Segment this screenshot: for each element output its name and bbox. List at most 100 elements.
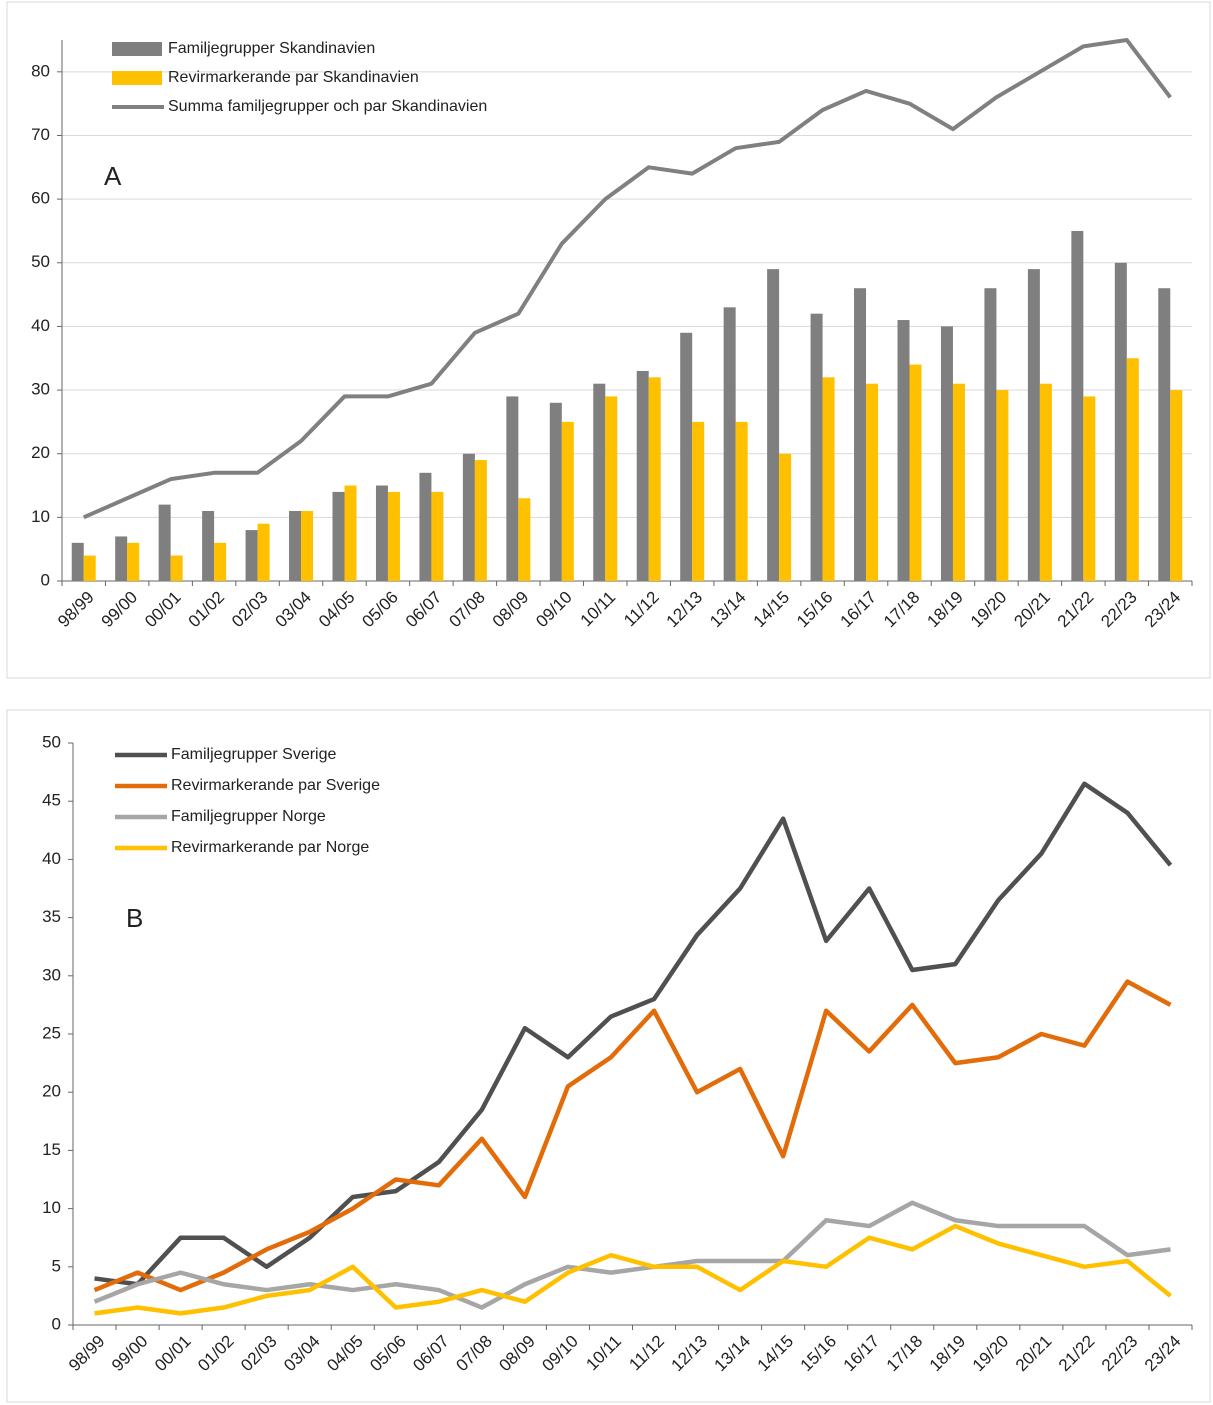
x-tick-label: 14/15 xyxy=(754,1332,798,1376)
bar xyxy=(1114,262,1127,581)
bar xyxy=(680,332,693,581)
x-tick-label: 01/02 xyxy=(185,588,229,632)
y-tick-label: 10 xyxy=(31,507,50,526)
bar xyxy=(779,453,792,581)
y-tick-label: 35 xyxy=(42,907,61,926)
annotation: B xyxy=(126,903,143,933)
bar xyxy=(506,396,519,581)
x-tick-label: 09/10 xyxy=(538,1332,582,1376)
x-tick-label: 98/99 xyxy=(65,1332,109,1376)
x-tick-label: 23/24 xyxy=(1141,1332,1185,1376)
x-tick-label: 23/24 xyxy=(1141,588,1185,632)
y-tick-label: 30 xyxy=(31,380,50,399)
x-tick-label: 09/10 xyxy=(532,588,576,632)
legend-label: Revirmarkerande par Skandinavien xyxy=(168,69,419,86)
y-tick-label: 0 xyxy=(52,1314,61,1333)
legend-label: Summa familjegrupper och par Skandinavie… xyxy=(168,98,487,115)
bar xyxy=(866,383,879,581)
y-tick-label: 50 xyxy=(31,252,50,271)
x-tick-label: 15/16 xyxy=(797,1332,841,1376)
bar xyxy=(1071,230,1084,582)
line xyxy=(93,979,1172,1293)
legend-label: Familjegrupper Skandinavien xyxy=(168,40,375,57)
x-tick-label: 20/21 xyxy=(1010,588,1054,632)
bar xyxy=(996,390,1009,581)
x-tick-label: 12/13 xyxy=(663,588,707,632)
bar xyxy=(549,402,562,581)
bar xyxy=(1170,390,1183,581)
bar xyxy=(518,498,531,581)
bar xyxy=(257,523,270,581)
x-tick-label: 19/20 xyxy=(969,1332,1013,1376)
x-tick-label: 03/04 xyxy=(280,1332,324,1376)
y-tick-label: 50 xyxy=(42,732,61,751)
bar xyxy=(1083,396,1096,581)
legend-label: Familjegrupper Norge xyxy=(171,808,326,825)
annotation: A xyxy=(104,161,122,191)
legend-swatch xyxy=(112,71,162,85)
legend-label: Familjegrupper Sverige xyxy=(171,746,337,763)
bar xyxy=(387,491,400,581)
bar xyxy=(375,485,388,581)
x-tick-label: 22/23 xyxy=(1098,1332,1142,1376)
y-tick-label: 0 xyxy=(41,570,50,589)
x-tick-label: 13/14 xyxy=(706,588,750,632)
x-tick-label: 06/07 xyxy=(409,1332,453,1376)
bar xyxy=(636,370,649,581)
bar xyxy=(344,485,357,581)
x-tick-label: 19/20 xyxy=(967,588,1011,632)
bar xyxy=(1027,269,1040,581)
bar xyxy=(245,530,258,581)
x-tick-label: 17/18 xyxy=(883,1332,927,1376)
y-tick-label: 20 xyxy=(31,443,50,462)
x-tick-label: 02/03 xyxy=(228,588,272,632)
x-tick-label: 01/02 xyxy=(194,1332,238,1376)
bar xyxy=(462,453,475,581)
line xyxy=(94,781,1173,1287)
bar xyxy=(289,510,302,581)
x-tick-label: 03/04 xyxy=(272,588,316,632)
y-tick-label: 10 xyxy=(42,1198,61,1217)
bar xyxy=(984,288,997,581)
line xyxy=(94,1223,1172,1316)
bar xyxy=(127,542,140,581)
y-tick-label: 25 xyxy=(42,1023,61,1042)
x-tick-label: 99/00 xyxy=(108,1332,152,1376)
bar xyxy=(1039,383,1052,581)
bar xyxy=(822,377,835,581)
x-tick-label: 16/17 xyxy=(837,588,881,632)
x-tick-label: 06/07 xyxy=(402,588,446,632)
bar xyxy=(810,313,823,581)
legend-swatch xyxy=(112,42,162,56)
y-tick-label: 80 xyxy=(31,61,50,80)
bar xyxy=(648,377,661,581)
x-tick-label: 00/01 xyxy=(151,1332,195,1376)
bar xyxy=(115,536,128,581)
bar xyxy=(952,383,965,581)
y-tick-label: 5 xyxy=(52,1256,61,1275)
bar xyxy=(723,307,736,581)
bar xyxy=(854,288,867,581)
y-tick-label: 15 xyxy=(42,1140,61,1159)
x-tick-label: 07/08 xyxy=(452,1332,496,1376)
x-tick-label: 11/12 xyxy=(625,1332,668,1375)
bar xyxy=(202,510,215,581)
bar xyxy=(83,555,96,581)
bar xyxy=(158,504,171,581)
bar xyxy=(474,460,487,581)
x-tick-label: 13/14 xyxy=(711,1332,755,1376)
bar xyxy=(1158,288,1171,581)
y-tick-label: 45 xyxy=(42,791,61,810)
y-tick-label: 40 xyxy=(31,316,50,335)
x-tick-label: 22/23 xyxy=(1097,588,1141,632)
x-tick-label: 04/05 xyxy=(323,1332,367,1376)
x-tick-label: 20/21 xyxy=(1012,1332,1056,1376)
bar xyxy=(593,383,606,581)
line xyxy=(82,38,1172,520)
panel-border xyxy=(6,709,1211,1403)
y-tick-label: 20 xyxy=(42,1082,61,1101)
x-tick-label: 21/22 xyxy=(1055,1332,1099,1376)
x-tick-label: 08/09 xyxy=(495,1332,539,1376)
x-tick-label: 05/06 xyxy=(366,1332,410,1376)
